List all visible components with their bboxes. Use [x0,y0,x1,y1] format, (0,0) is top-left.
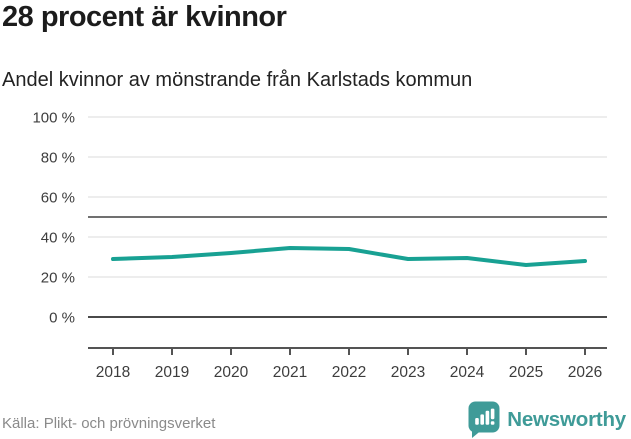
page-title: 28 procent är kvinnor [2,1,287,33]
y-tick-label: 80 % [41,150,75,167]
source-note: Källa: Plikt- och prövningsverket [2,415,216,432]
x-tick-label: 2026 [568,364,602,381]
y-tick-label: 100 % [32,110,75,127]
x-tick-label: 2021 [273,364,307,381]
x-tick-label: 2022 [332,364,366,381]
x-tick-label: 2024 [450,364,485,381]
y-tick-label: 60 % [41,190,75,207]
x-tick-label: 2019 [155,364,189,381]
newsworthy-logo[interactable]: Newsworthy [468,401,626,439]
y-tick-label: 0 % [49,310,75,327]
x-tick-label: 2023 [391,364,425,381]
data-line-andel-kvinnor [111,246,587,267]
x-tick-label: 2025 [509,364,543,381]
x-tick-label: 2018 [96,364,130,381]
y-tick-label: 40 % [41,230,75,247]
chart-subtitle: Andel kvinnor av mönstrande från Karlsta… [2,69,473,91]
newsworthy-icon [468,401,500,438]
x-tick-label: 2020 [214,364,249,381]
newsworthy-wordmark: Newsworthy [507,408,626,431]
y-tick-label: 20 % [41,270,75,287]
